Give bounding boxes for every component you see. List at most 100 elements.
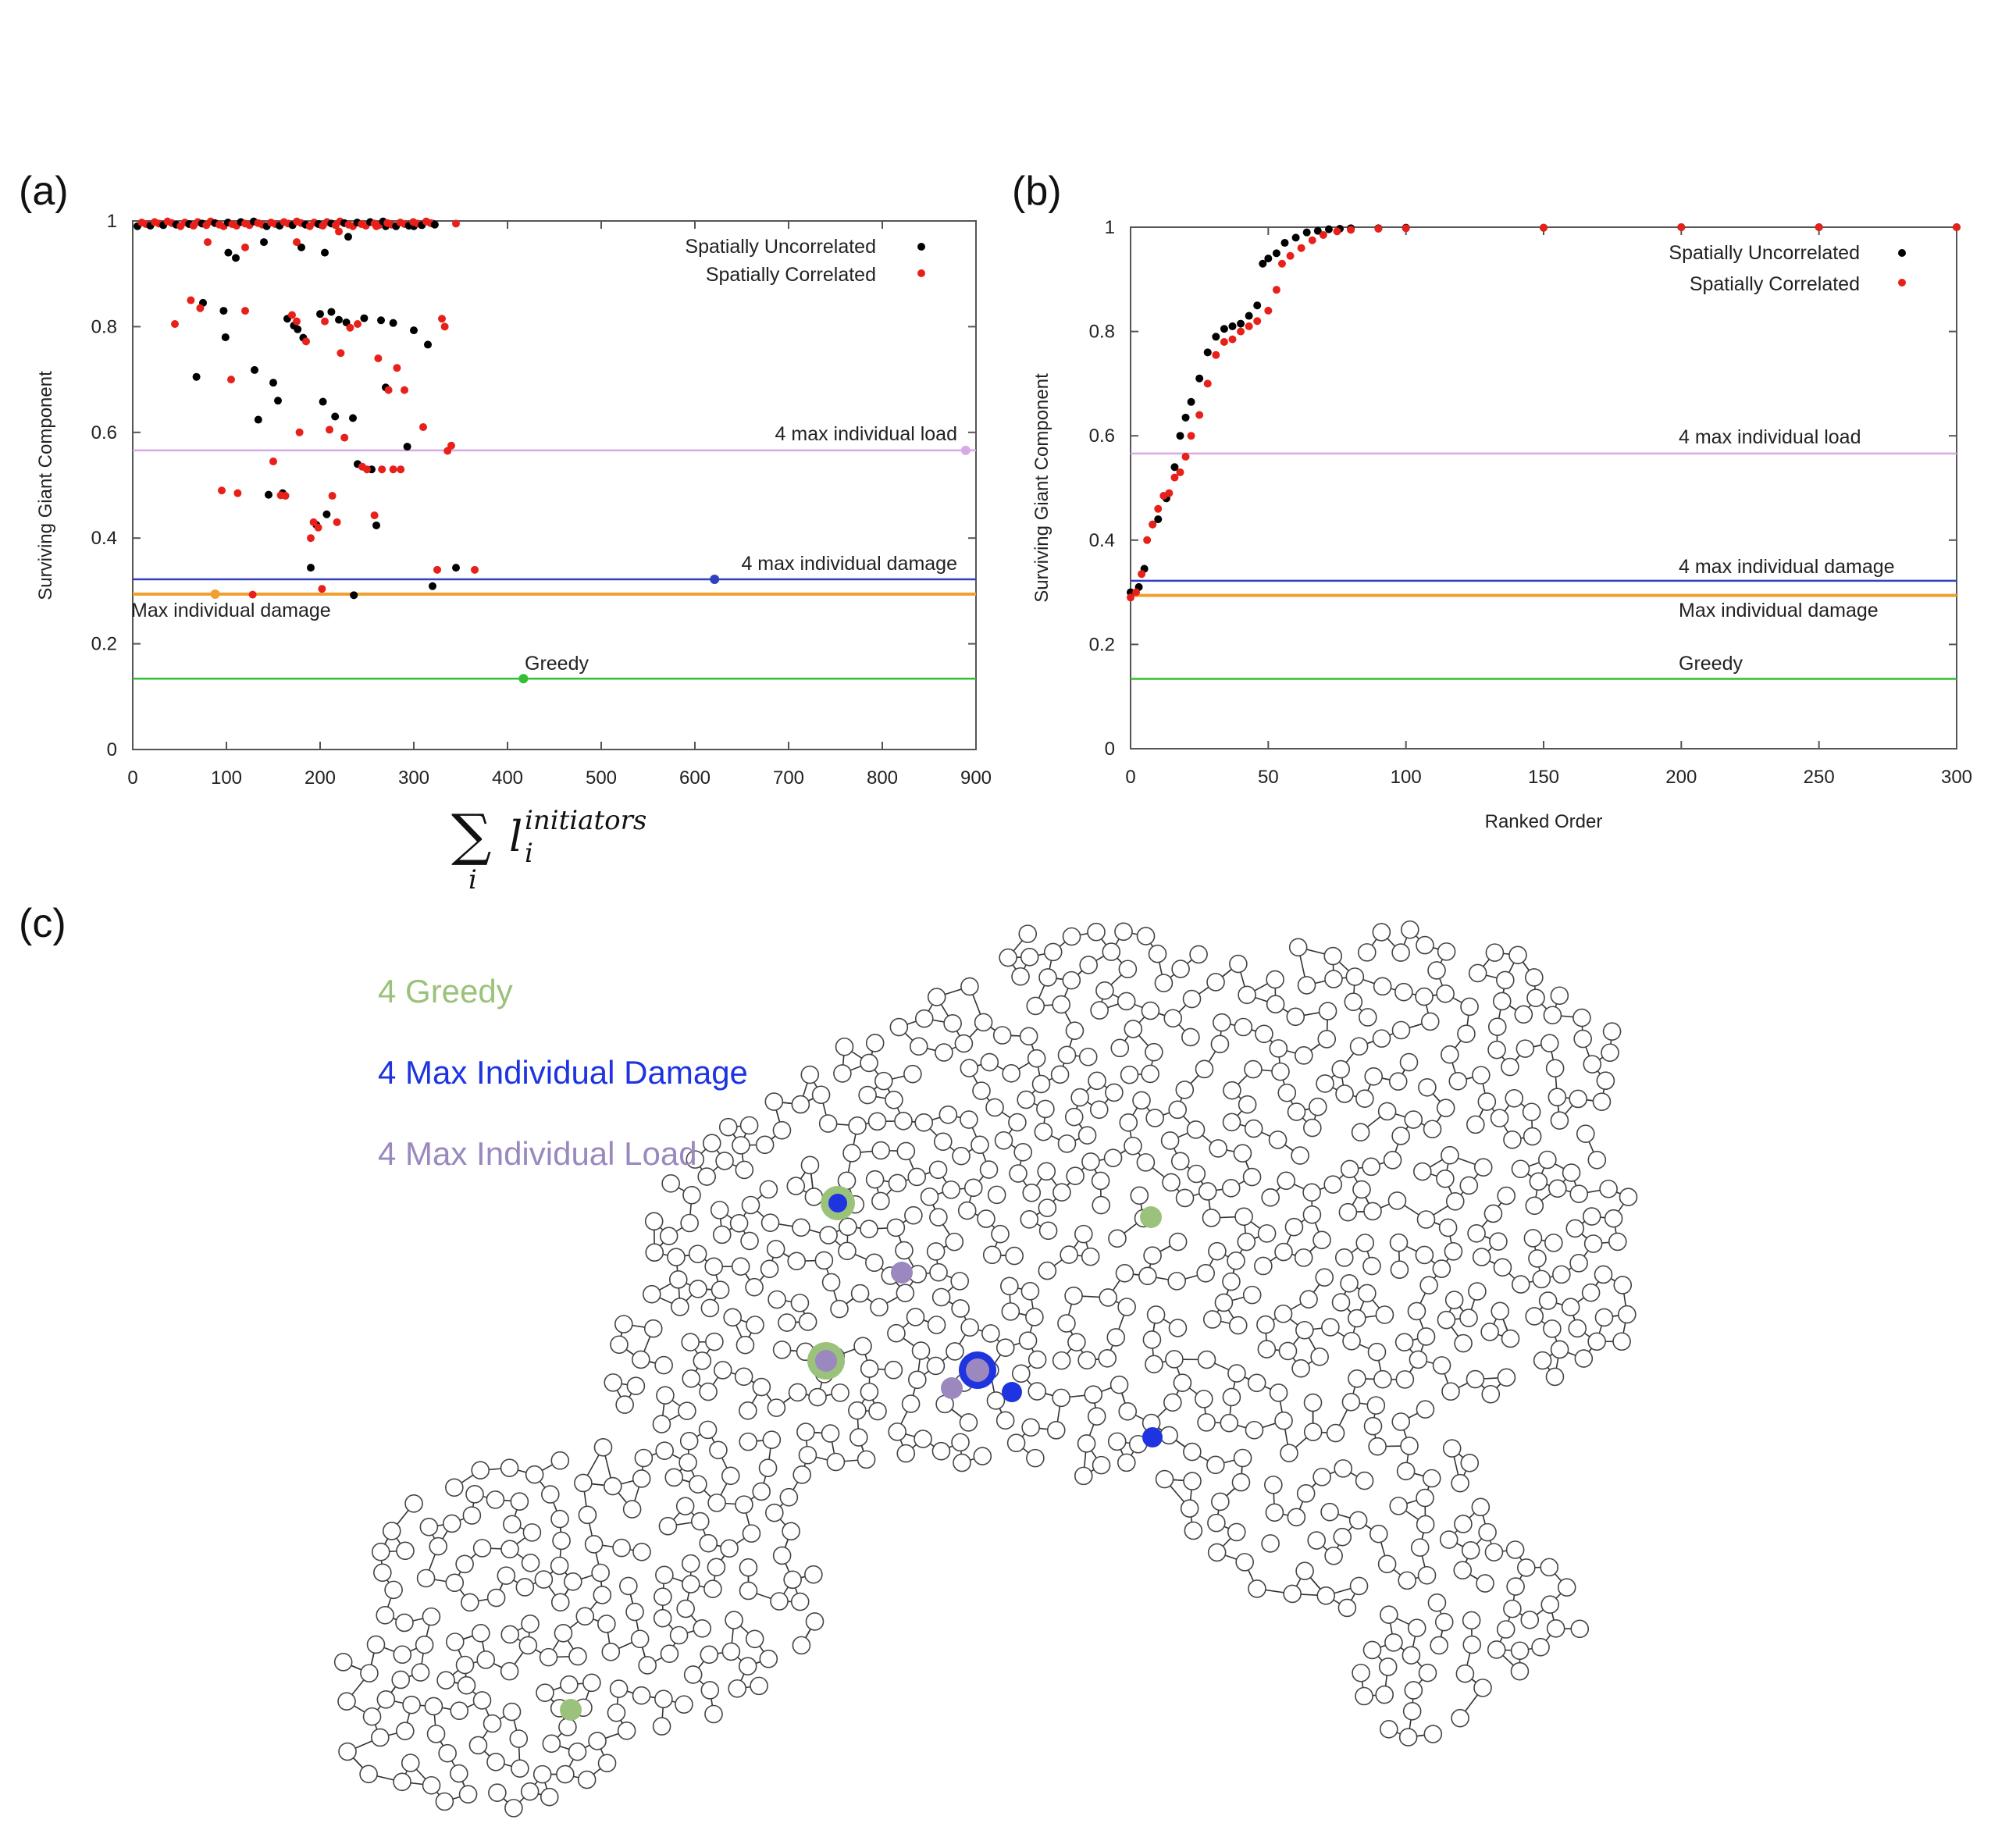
map-node [643,1319,663,1338]
map-node [1146,1305,1166,1324]
chart-b-xtick-label: 300 [1941,767,1972,788]
map-node [1596,1071,1615,1091]
map-node [438,1743,457,1763]
map-node [1028,1350,1047,1369]
map-node [1430,1636,1448,1655]
map-node [1570,1619,1590,1639]
map-node [1120,1065,1139,1084]
map-node [422,1607,441,1626]
map-node [752,1482,771,1501]
chart-b-point-correlated [1212,351,1220,359]
map-node [1460,997,1479,1017]
chart-b-point-correlated [1264,306,1273,315]
map-node [1168,1100,1188,1120]
map-node [1389,1497,1409,1515]
map-node [645,1243,664,1262]
map-node [1340,1159,1359,1179]
map-node [1117,1453,1136,1472]
map-node [1550,1111,1569,1130]
map-node [700,1298,720,1318]
map-node [656,1386,675,1405]
chart-a-point-uncorrelated [316,310,324,319]
chart-b-hline-label-3: Greedy [1679,653,1743,675]
chart-a-point-uncorrelated [224,248,233,257]
map-node [1481,1384,1501,1404]
map-node [1295,1320,1314,1340]
chart-a-xtick-label: 100 [211,767,242,789]
map-node [1438,1218,1458,1237]
map-node [1099,1288,1118,1307]
map-node [1257,1340,1277,1358]
chart-b-point-correlated [1165,489,1174,497]
map-node [615,1395,634,1414]
map-node [1462,1635,1482,1654]
map-node [1377,1102,1397,1121]
map-node [1046,1421,1066,1440]
chart-b-point-correlated [1220,337,1228,346]
map-node [821,1424,840,1443]
map-node [1525,968,1544,987]
map-node [1000,1277,1019,1296]
map-node [1340,1273,1359,1293]
map-node [798,1312,817,1331]
chart-a-point-correlated [227,376,235,384]
chart-a-point-correlated [447,441,455,450]
map-node [830,1299,849,1319]
map-node [500,1540,519,1559]
map-node [1143,1246,1162,1266]
map-node [786,1177,806,1195]
map-node [1415,1245,1434,1265]
map-node [1092,1195,1111,1215]
map-node [1583,1234,1603,1253]
chart-a-point-correlated [281,492,290,500]
chart-b-point-correlated [1815,223,1823,231]
map-node [707,1494,726,1512]
map-node [450,1764,468,1783]
map-node [1441,1045,1459,1064]
map-node [1543,1006,1562,1025]
map-node [1302,1183,1321,1202]
map-node [842,1144,861,1163]
map-node [679,1431,699,1451]
map-node [1238,985,1256,1005]
map-node [472,1691,492,1710]
map-highlight-node [941,1377,963,1399]
map-node [1220,1413,1239,1433]
map-node [483,1714,502,1733]
map-node [996,1411,1015,1430]
map-node [1297,976,1316,995]
map-node [445,1478,464,1497]
map-node [632,1469,651,1488]
map-node [896,1284,915,1302]
map-node [1244,1059,1263,1079]
map-node [1380,1605,1398,1624]
map-node [1209,1139,1227,1158]
chart-a-legend-marker-uncorrelated [917,243,925,251]
chart-b-hline-label-0: 4 max individual load [1679,426,1861,448]
chart-a-point-correlated [295,428,304,436]
map-node [360,1664,379,1682]
map-node [1228,1316,1248,1335]
chart-a-point-uncorrelated [377,316,385,325]
chart-b-point-correlated [1297,244,1305,252]
map-node [1423,1725,1443,1743]
map-node [337,1692,356,1711]
map-node [1592,1092,1612,1111]
map-node [373,1563,392,1583]
chart-a-point-correlated [337,349,345,358]
chart-b-point-correlated [1132,588,1141,596]
chart-b-point-correlated [1245,322,1253,330]
map-node [848,1401,867,1420]
map-node [1264,1476,1283,1494]
map-node [735,1495,753,1514]
map-node [1142,1330,1162,1349]
map-node [1026,1448,1045,1468]
map-node [996,1338,1015,1358]
chart-a-hline-marker-0 [960,445,971,455]
map-node [652,1717,671,1736]
chart-a-ytick-label: 0.4 [91,528,117,549]
map-node [894,1112,913,1131]
map-node [952,1146,971,1166]
chart-a-point-uncorrelated [265,490,272,499]
map-node [738,1657,757,1675]
